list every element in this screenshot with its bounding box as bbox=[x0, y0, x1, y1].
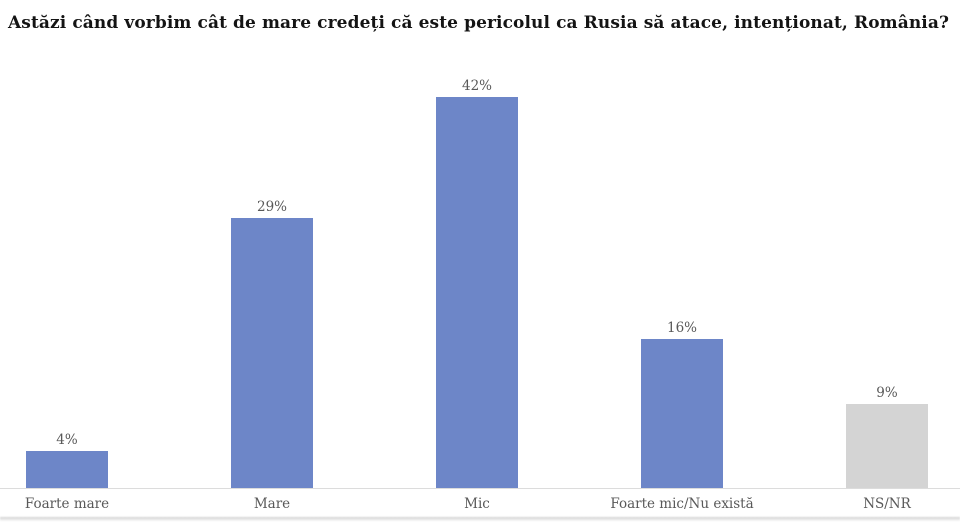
bar-mic bbox=[436, 97, 518, 488]
bar-value-label-mare: 29% bbox=[256, 199, 288, 215]
bar-mare bbox=[231, 218, 313, 488]
bar-value-label-ns-nr: 9% bbox=[876, 385, 898, 401]
bar-value-label-mic: 42% bbox=[461, 78, 493, 94]
bottom-edge-shadow bbox=[0, 517, 960, 521]
category-label-mare: Mare bbox=[253, 496, 291, 512]
bar-value-label-foarte-mare: 4% bbox=[56, 432, 78, 448]
category-label-mic: Mic bbox=[464, 496, 490, 512]
category-label-ns-nr: NS/NR bbox=[863, 496, 911, 512]
bar-value-label-foarte-mic-nu-exist-: 16% bbox=[666, 320, 698, 336]
category-label-foarte-mare: Foarte mare bbox=[24, 496, 110, 512]
bar-foarte-mic-nu-exist- bbox=[641, 339, 723, 488]
bar-ns-nr bbox=[846, 404, 928, 488]
x-axis-line bbox=[0, 488, 960, 489]
chart-title: Astăzi când vorbim cât de mare credeți c… bbox=[8, 13, 950, 33]
bar-foarte-mare bbox=[26, 451, 108, 488]
category-label-foarte-mic-nu-exist-: Foarte mic/Nu există bbox=[610, 496, 754, 512]
